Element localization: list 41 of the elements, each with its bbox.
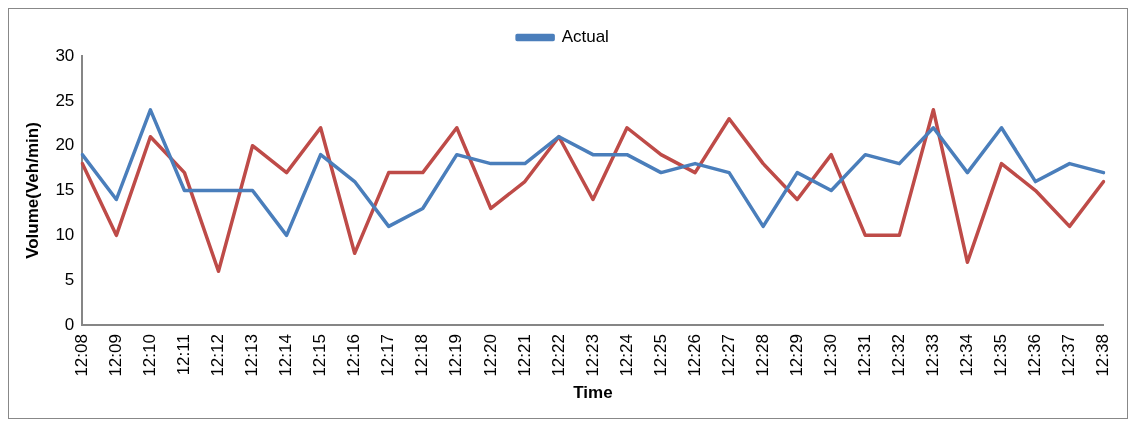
x-tick-label: 12:31 (854, 334, 874, 377)
x-tick-label: 12:15 (310, 334, 330, 377)
x-tick-label: 12:11 (174, 334, 194, 376)
y-tick-label: 10 (55, 225, 75, 245)
x-tick-label: 12:17 (378, 334, 398, 377)
y-tick-label: 15 (55, 180, 75, 200)
x-tick-label: 12:38 (1093, 334, 1113, 377)
x-tick-label: 12:30 (820, 334, 840, 377)
x-tick-label: 12:25 (650, 334, 670, 377)
y-axis-title: Volume(Veh/min) (22, 122, 42, 259)
x-tick-label: 12:13 (242, 334, 262, 377)
x-tick-label: 12:22 (548, 334, 568, 377)
x-tick-label: 12:23 (582, 334, 602, 377)
x-tick-label: 12:24 (616, 334, 636, 377)
y-tick-label: 20 (55, 135, 75, 155)
x-tick-label: 12:10 (140, 334, 160, 377)
x-tick-label: 12:35 (991, 334, 1011, 377)
legend-label: Actual (561, 27, 609, 47)
x-tick-label: 12:34 (957, 334, 977, 377)
y-tick-label: 5 (64, 269, 75, 289)
x-tick-label: 12:20 (480, 334, 500, 377)
x-tick-label: 12:37 (1059, 334, 1079, 377)
x-tick-label: 12:32 (889, 334, 909, 377)
x-tick-label: 12:26 (684, 334, 704, 377)
x-tick-label: 12:14 (276, 334, 296, 377)
y-tick-label: 25 (55, 90, 75, 110)
x-tick-label: 12:28 (752, 334, 772, 377)
y-tick-label: 0 (64, 314, 75, 334)
x-axis-title: Time (573, 383, 613, 403)
x-tick-label: 12:36 (1025, 334, 1045, 377)
x-tick-label: 12:21 (514, 334, 534, 377)
y-tick-label: 30 (55, 45, 75, 65)
x-tick-label: 12:18 (412, 334, 432, 377)
x-tick-label: 12:29 (786, 334, 806, 377)
x-tick-label: 12:27 (718, 334, 738, 377)
x-tick-label: 12:33 (923, 334, 943, 377)
x-tick-label: 12:09 (106, 334, 126, 377)
x-tick-label: 12:19 (446, 334, 466, 377)
x-tick-label: 12:16 (344, 334, 364, 377)
x-tick-label: 12:12 (208, 334, 228, 377)
x-tick-label: 12:08 (72, 334, 91, 377)
